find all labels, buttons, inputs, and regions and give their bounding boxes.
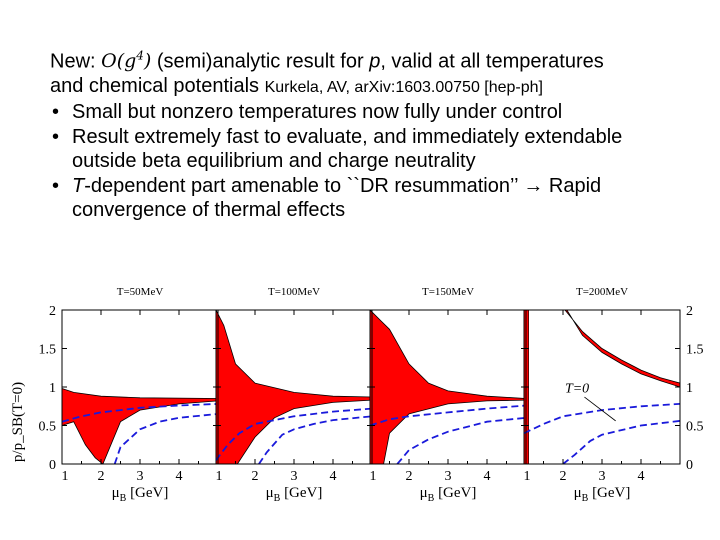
xlabel-mu: μ — [420, 485, 428, 501]
xlabel-unit: [GeV] — [280, 485, 322, 501]
xlabel-subscript: B — [428, 493, 435, 504]
intro-prefix: New: — [50, 50, 102, 73]
y-tick-label-right: 0 — [686, 458, 693, 473]
intro-line-2: and chemical potentials Kurkela, AV, arX… — [50, 74, 700, 101]
panel-1-xlabel: μB [GeV] — [112, 485, 169, 504]
y-axis-label: p/p_SB(T=0) — [10, 382, 26, 462]
x-tick-label: 1 — [62, 469, 69, 484]
xlabel-subscript: B — [582, 493, 589, 504]
y-tick-label-left: 0 — [49, 458, 56, 473]
panel-4-plot — [524, 310, 680, 464]
x-tick-label: 3 — [291, 469, 298, 484]
x-tick-label: 2 — [98, 469, 105, 484]
x-tick-label: 4 — [638, 469, 645, 484]
annotation-pointer — [584, 396, 616, 422]
x-tick-label: 1 — [216, 469, 223, 484]
x-tick-label: 1 — [524, 469, 531, 484]
order-math-close: ) — [143, 50, 152, 73]
intro-end: , valid at all temperatures — [380, 50, 604, 73]
x-tick-label: 3 — [445, 469, 452, 484]
panel-4-frame — [523, 309, 681, 465]
bullet-2-line-2: outside beta equilibrium and charge neut… — [72, 150, 476, 173]
xlabel-mu: μ — [266, 485, 274, 501]
y-tick-label-right: 2 — [686, 304, 693, 319]
annotation-t0: T=0 — [565, 381, 589, 396]
panel-2-xlabel: μB [GeV] — [266, 485, 323, 504]
order-math-exponent: 4 — [136, 49, 144, 63]
xlabel-unit: [GeV] — [588, 485, 630, 501]
x-tick-label: 3 — [137, 469, 144, 484]
panel-1-plot — [62, 388, 218, 464]
uncertainty-band — [62, 388, 218, 464]
uncertainty-band — [370, 310, 526, 464]
dashed-curve-lower — [396, 416, 526, 464]
bullet-3: T-dependent part amenable to ``DR resumm… — [50, 174, 700, 223]
y-tick-label-left: 1.5 — [39, 343, 57, 358]
panel-3-xlabel: μB [GeV] — [420, 485, 477, 504]
x-tick-label: 2 — [406, 469, 413, 484]
intro-line-1: New: O(g4) (semi)analytic result for p, … — [50, 44, 700, 74]
intro-mid: (semi)analytic result for — [151, 50, 370, 73]
bullet-2: Result extremely fast to evaluate, and i… — [50, 125, 700, 174]
panel-3-plot — [370, 310, 526, 464]
order-math-base: O(g — [101, 50, 137, 73]
panel-1-title: T=50MeV — [117, 286, 164, 298]
panel-3-title: T=150MeV — [422, 286, 474, 298]
dashed-curve-upper — [216, 407, 372, 461]
panel-2-plot — [216, 310, 372, 464]
order-math: O(g4) — [101, 49, 152, 73]
panel-4-xlabel: μB [GeV] — [574, 485, 631, 504]
x-tick-label: 2 — [252, 469, 259, 484]
y-tick-label-right: 1 — [686, 381, 693, 396]
xlabel-subscript: B — [274, 493, 281, 504]
panel-4-title: T=200MeV — [576, 286, 628, 298]
intro-line-2-text: and chemical potentials — [50, 74, 265, 97]
xlabel-unit: [GeV] — [126, 485, 168, 501]
dashed-curve-upper — [370, 404, 526, 427]
uncertainty-band — [564, 310, 680, 388]
xlabel-subscript: B — [120, 493, 127, 504]
y-tick-label-right: 0.5 — [686, 420, 704, 435]
bullet-2-line-1: Result extremely fast to evaluate, and i… — [72, 125, 623, 148]
x-tick-label: 4 — [176, 469, 183, 484]
panel-2-title: T=100MeV — [268, 286, 320, 298]
x-tick-label: 2 — [560, 469, 567, 484]
dashed-curve-lower — [113, 413, 218, 464]
y-tick-label-left: 1 — [49, 381, 56, 396]
bullet-1-text: Small but nonzero temperatures now fully… — [72, 101, 563, 124]
y-tick-label-left: 0.5 — [39, 420, 57, 435]
bullet-3-line-1-text: -dependent part amenable to ``DR resumma… — [84, 174, 602, 197]
pressure-symbol: p — [369, 50, 381, 73]
bullet-3-line-1: T-dependent part amenable to ``DR resumm… — [72, 174, 700, 199]
x-tick-label: 4 — [330, 469, 337, 484]
dashed-curve-lower — [258, 415, 372, 464]
xlabel-mu: μ — [112, 485, 120, 501]
bullet-1: Small but nonzero temperatures now fully… — [50, 100, 700, 125]
x-tick-label: 1 — [370, 469, 377, 484]
bullet-3-line-2: convergence of thermal effects — [72, 199, 346, 222]
dashed-curve-lower — [562, 420, 680, 464]
dashed-curve-upper — [62, 403, 218, 423]
slide-text: New: O(g4) (semi)analytic result for p, … — [50, 44, 700, 223]
x-tick-label: 3 — [599, 469, 606, 484]
xlabel-mu: μ — [574, 485, 582, 501]
temperature-symbol: T — [72, 174, 85, 197]
reference-citation: Kurkela, AV, arXiv:1603.00750 [hep-ph] — [264, 78, 543, 96]
xlabel-unit: [GeV] — [434, 485, 476, 501]
y-tick-label-left: 2 — [49, 304, 56, 319]
uncertainty-band — [216, 310, 372, 464]
x-tick-label: 4 — [484, 469, 491, 484]
y-tick-label-right: 1.5 — [686, 343, 704, 358]
dashed-curve-upper — [524, 403, 680, 435]
